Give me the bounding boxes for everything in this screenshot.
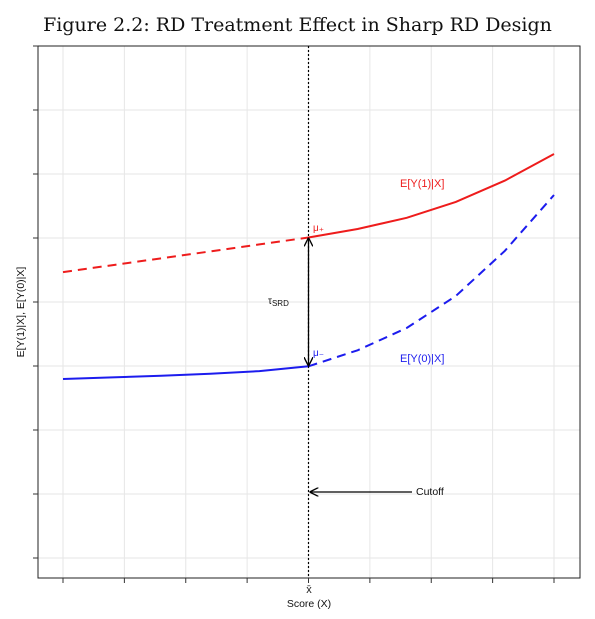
mu-minus-label: μ₋ xyxy=(313,348,324,359)
mu-plus-label: μ₊ xyxy=(313,223,324,234)
cutoff-label: Cutoff xyxy=(416,486,444,498)
series-line-y0-left xyxy=(62,365,309,380)
series-line-y1-left xyxy=(62,236,309,274)
x-axis-label: Score (X) xyxy=(287,598,331,610)
series-line-y0-right xyxy=(308,194,555,368)
series-label-y0: E[Y(0)|X] xyxy=(400,353,444,365)
tau-label: τSRD xyxy=(268,296,289,308)
x-tick-label: x̄ xyxy=(306,584,312,596)
figure-title: Figure 2.2: RD Treatment Effect in Sharp… xyxy=(43,14,552,36)
axis-ticks xyxy=(33,45,555,583)
series-label-y1: E[Y(1)|X] xyxy=(400,178,444,190)
series-layer xyxy=(62,153,555,380)
series-line-y1-right xyxy=(308,153,555,239)
y-axis-label: E[Y(1)|X], E[Y(0)|X] xyxy=(15,267,27,358)
annotations xyxy=(309,46,412,578)
